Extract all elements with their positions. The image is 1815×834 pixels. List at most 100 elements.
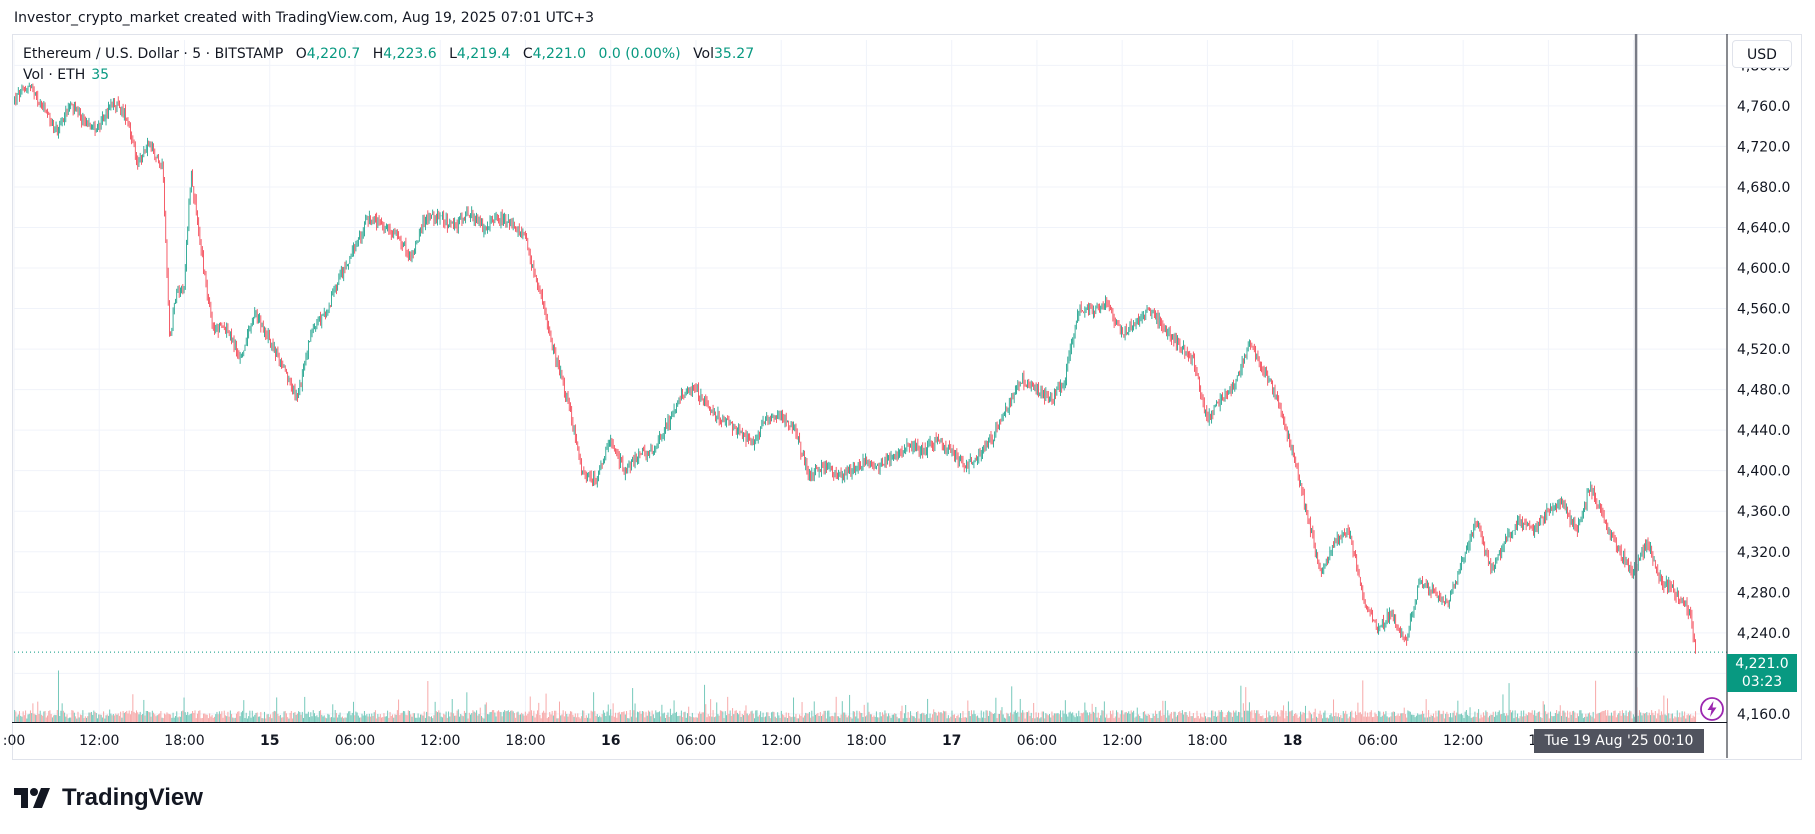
volume-bar <box>1174 711 1176 722</box>
volume-bar <box>845 714 847 722</box>
volume-bar <box>120 711 122 722</box>
volume-bar <box>1623 713 1625 722</box>
volume-bar <box>1176 715 1178 722</box>
volume-bar <box>272 711 274 722</box>
volume-bar <box>1166 717 1168 722</box>
volume-bar <box>1418 714 1420 722</box>
volume-bar <box>663 712 665 722</box>
lightning-icon[interactable] <box>1699 696 1725 722</box>
volume-bar <box>430 716 432 722</box>
volume-bar <box>1285 710 1287 722</box>
volume-bar <box>276 697 278 722</box>
volume-bar <box>985 710 987 722</box>
volume-bar <box>1106 714 1108 722</box>
legend-open-label: O <box>295 46 307 62</box>
volume-bar <box>1412 714 1414 722</box>
volume-bar <box>212 717 214 722</box>
volume-bar <box>1233 710 1235 722</box>
volume-bar <box>683 712 685 722</box>
volume-bar <box>957 714 959 722</box>
volume-bar <box>868 711 870 722</box>
volume-bar <box>786 718 788 722</box>
volume-bar <box>1660 711 1662 722</box>
volume-bar <box>148 711 150 722</box>
volume-bar <box>991 713 993 722</box>
volume-bar <box>1051 711 1053 722</box>
volume-bar <box>979 718 981 722</box>
volume-bar <box>875 711 877 722</box>
volume-bar <box>411 716 413 722</box>
volume-bar <box>1385 711 1387 722</box>
volume-bar <box>912 716 914 722</box>
volume-bar <box>1442 710 1444 722</box>
volume-bar <box>1463 718 1465 722</box>
brand-logo[interactable]: TradingView <box>14 784 203 812</box>
volume-bar <box>390 715 392 722</box>
volume-bar <box>752 713 754 722</box>
volume-bar <box>455 715 457 722</box>
volume-bar <box>579 718 581 722</box>
volume-bar <box>448 711 450 722</box>
volume-bar <box>566 713 568 722</box>
volume-bar <box>646 715 648 722</box>
volume-bar <box>608 715 610 722</box>
volume-bar <box>1675 717 1677 722</box>
volume-bar <box>761 717 763 722</box>
x-tick-label: 12:00 <box>1102 733 1142 749</box>
volume-bar <box>1144 711 1146 722</box>
volume-bar <box>1657 713 1659 722</box>
volume-bar <box>1368 716 1370 722</box>
volume-bar <box>644 717 646 722</box>
volume-bar <box>1552 716 1554 722</box>
volume-bar <box>1630 711 1632 722</box>
volume-bar <box>1386 716 1388 722</box>
y-tick-label: 4,640.0 <box>1737 220 1790 236</box>
volume-bar <box>1595 680 1597 722</box>
volume-bar <box>1343 713 1345 722</box>
volume-bar <box>1163 714 1165 722</box>
volume-bar <box>1175 716 1177 722</box>
volume-bar <box>311 716 313 722</box>
volume-bar <box>459 716 461 722</box>
volume-bar <box>949 718 951 722</box>
currency-button[interactable]: USD <box>1732 40 1792 68</box>
volume-bar <box>790 717 792 722</box>
volume-bar <box>1190 716 1192 722</box>
volume-bar <box>755 710 757 722</box>
volume-bar <box>189 714 191 722</box>
volume-bar <box>978 717 980 722</box>
volume-bar <box>1681 711 1683 722</box>
volume-bar <box>238 711 240 722</box>
volume-bar <box>775 718 777 722</box>
volume-bar <box>1578 716 1580 722</box>
volume-bar <box>556 718 558 722</box>
volume-bar <box>636 711 638 722</box>
volume-bar <box>1133 710 1135 722</box>
volume-bar <box>1123 714 1125 722</box>
volume-bar <box>1155 710 1157 722</box>
volume-bar <box>1033 702 1035 722</box>
volume-bar <box>933 709 935 722</box>
volume-bar <box>1050 717 1052 722</box>
volume-bar <box>696 717 698 722</box>
volume-bar <box>1432 713 1434 722</box>
volume-bar <box>1543 704 1545 722</box>
volume-bar <box>1554 713 1556 722</box>
volume-bar <box>558 701 560 722</box>
volume-bar <box>488 714 490 722</box>
volume-bar <box>950 716 952 722</box>
volume-bar <box>988 715 990 722</box>
volume-bar <box>1581 713 1583 722</box>
volume-bar <box>1417 713 1419 722</box>
volume-bar <box>1267 717 1269 722</box>
volume-bar <box>740 716 742 722</box>
volume-bar <box>1624 715 1626 722</box>
volume-bar <box>1370 710 1372 722</box>
volume-bar <box>412 713 414 722</box>
volume-bar <box>477 715 479 722</box>
volume-bar <box>778 715 780 722</box>
volume-bar <box>1038 712 1040 722</box>
volume-bar <box>125 712 127 722</box>
volume-bar <box>43 711 45 722</box>
